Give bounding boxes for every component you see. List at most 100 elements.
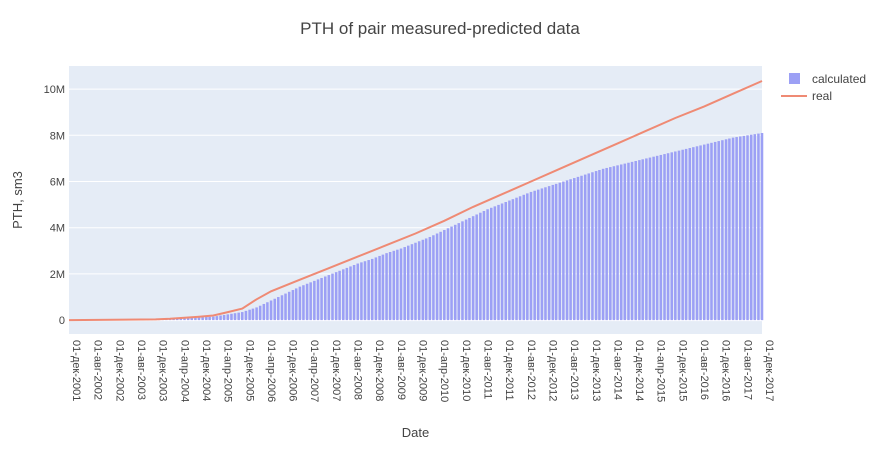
bar [587, 173, 591, 321]
bar [323, 276, 327, 321]
bar [443, 230, 446, 321]
bar [262, 303, 266, 321]
bar [230, 313, 233, 321]
bar [757, 133, 760, 321]
calculated-bars [71, 133, 764, 321]
y-tick-label: 6M [50, 177, 65, 189]
bar [482, 211, 486, 321]
bar [305, 283, 309, 321]
bar [320, 277, 323, 321]
bar [554, 183, 558, 321]
x-axis-title: Date [402, 425, 429, 440]
bar [280, 295, 284, 321]
bar [659, 154, 663, 321]
bar [197, 317, 201, 321]
legend-item-calculated[interactable]: calculated [789, 72, 866, 86]
bar [544, 187, 547, 321]
bar [749, 134, 753, 321]
x-tick-label: 01-авг-2011 [481, 340, 493, 399]
x-tick-label: 01-апр-2015 [655, 340, 667, 402]
bar [468, 217, 471, 321]
x-tick-label: 01-авг-2009 [395, 340, 407, 400]
bar [439, 231, 442, 321]
bar [702, 144, 706, 321]
bar [370, 258, 374, 321]
bar [331, 273, 334, 321]
bar [450, 226, 453, 321]
bar [760, 133, 764, 321]
bar [378, 255, 381, 321]
bar [374, 257, 378, 321]
bar [345, 267, 349, 321]
x-tick-label: 01-дек-2004 [200, 340, 212, 401]
bar [410, 244, 414, 321]
legend-item-real[interactable]: real [781, 89, 832, 103]
bar [403, 247, 406, 321]
x-tick-label: 01-дек-2013 [590, 340, 602, 401]
x-tick-label: 01-дек-2002 [113, 340, 125, 401]
chart-title: PTH of pair measured-predicted data [300, 19, 580, 38]
bar [291, 290, 295, 321]
bar [414, 242, 417, 321]
bar [244, 310, 248, 321]
bar [576, 176, 580, 321]
bar [655, 155, 659, 321]
bar [616, 165, 619, 321]
bar [609, 167, 612, 321]
bar [630, 161, 634, 321]
x-tick-label: 01-дек-2007 [330, 340, 342, 401]
bar [248, 309, 251, 321]
bar [287, 291, 291, 321]
bar [338, 270, 341, 321]
bar [360, 262, 363, 321]
bar [684, 148, 688, 321]
bar [309, 282, 312, 321]
bar [569, 179, 572, 321]
bar [666, 153, 670, 321]
bar [179, 318, 183, 321]
bar [255, 307, 258, 321]
bar [652, 156, 655, 321]
bar [490, 207, 493, 321]
bar [464, 219, 468, 321]
bar [284, 293, 287, 321]
bar [638, 160, 641, 321]
bar [457, 223, 461, 321]
bar [396, 249, 399, 321]
bar [540, 188, 544, 321]
bar [645, 158, 648, 321]
x-tick-label: 01-авг-2013 [568, 340, 580, 400]
bar [706, 143, 710, 321]
x-tick-label: 01-дек-2003 [157, 340, 169, 401]
bar [627, 162, 630, 321]
bar [417, 241, 421, 321]
bar [731, 137, 735, 321]
bar [327, 275, 331, 321]
legend-label-calculated: calculated [812, 72, 866, 86]
bar [508, 200, 511, 321]
x-tick-label: 01-дек-2011 [503, 340, 515, 401]
bar [381, 254, 385, 321]
bar [724, 139, 728, 321]
bar [562, 181, 565, 321]
bar [591, 172, 594, 321]
bar [479, 212, 482, 321]
bar [529, 191, 533, 321]
bar [316, 279, 320, 321]
bar [428, 236, 432, 321]
bar [713, 141, 717, 321]
x-tick-label: 01-дек-2016 [720, 340, 732, 401]
bar [277, 297, 280, 321]
bar [237, 312, 240, 321]
bar [746, 135, 749, 321]
legend[interactable]: calculated real [781, 72, 866, 103]
bar [533, 190, 536, 321]
bar [612, 166, 616, 321]
bar [190, 317, 193, 321]
bar [334, 272, 338, 321]
bar [677, 150, 681, 321]
x-tick-label: 01-дек-2014 [633, 340, 645, 401]
bar [273, 298, 277, 321]
bar [298, 286, 302, 321]
